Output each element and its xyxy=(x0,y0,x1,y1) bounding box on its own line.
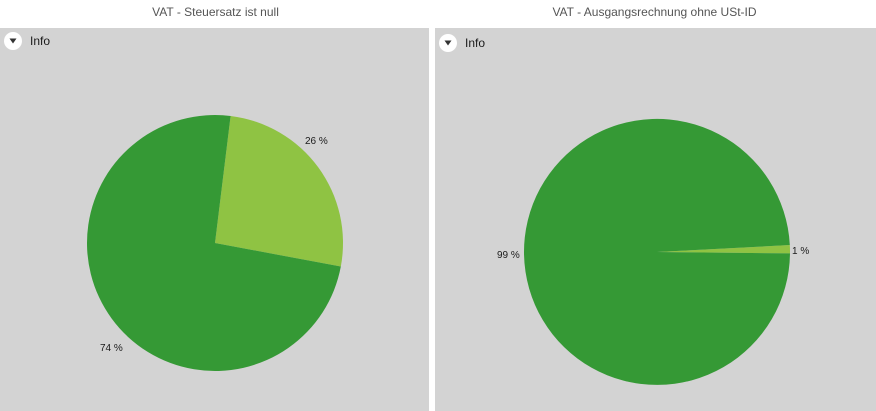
pie-slice[interactable] xyxy=(215,115,344,267)
pie-chart-1: 26 % 74 % xyxy=(87,114,344,371)
pie-slice[interactable] xyxy=(523,118,790,385)
slice-label: 26 % xyxy=(305,136,328,147)
info-label-1: Info xyxy=(30,34,51,48)
chart-title-2: VAT - Ausgangsrechnung ohne USt-ID xyxy=(552,5,757,19)
info-toggle-2[interactable]: Info xyxy=(439,34,485,52)
chart-panel-2: Info 1 % 99 % xyxy=(435,28,876,411)
info-label-2: Info xyxy=(465,36,486,50)
chart-panel-1: Info 26 % 74 % xyxy=(0,28,429,411)
pie-chart-2: 1 % 99 % xyxy=(497,118,809,385)
slice-label: 99 % xyxy=(497,250,520,261)
triangle-down-icon xyxy=(9,38,17,44)
slice-label: 1 % xyxy=(792,246,809,257)
info-toggle-button-1[interactable] xyxy=(4,32,22,50)
pie-slice[interactable] xyxy=(657,245,790,254)
info-toggle-button-2[interactable] xyxy=(439,34,457,52)
info-toggle-1[interactable]: Info xyxy=(4,32,50,50)
chart-title-1: VAT - Steuersatz ist null xyxy=(152,5,279,19)
slice-label: 74 % xyxy=(100,343,123,354)
pie-slice[interactable] xyxy=(87,114,341,371)
triangle-down-icon xyxy=(444,40,452,46)
